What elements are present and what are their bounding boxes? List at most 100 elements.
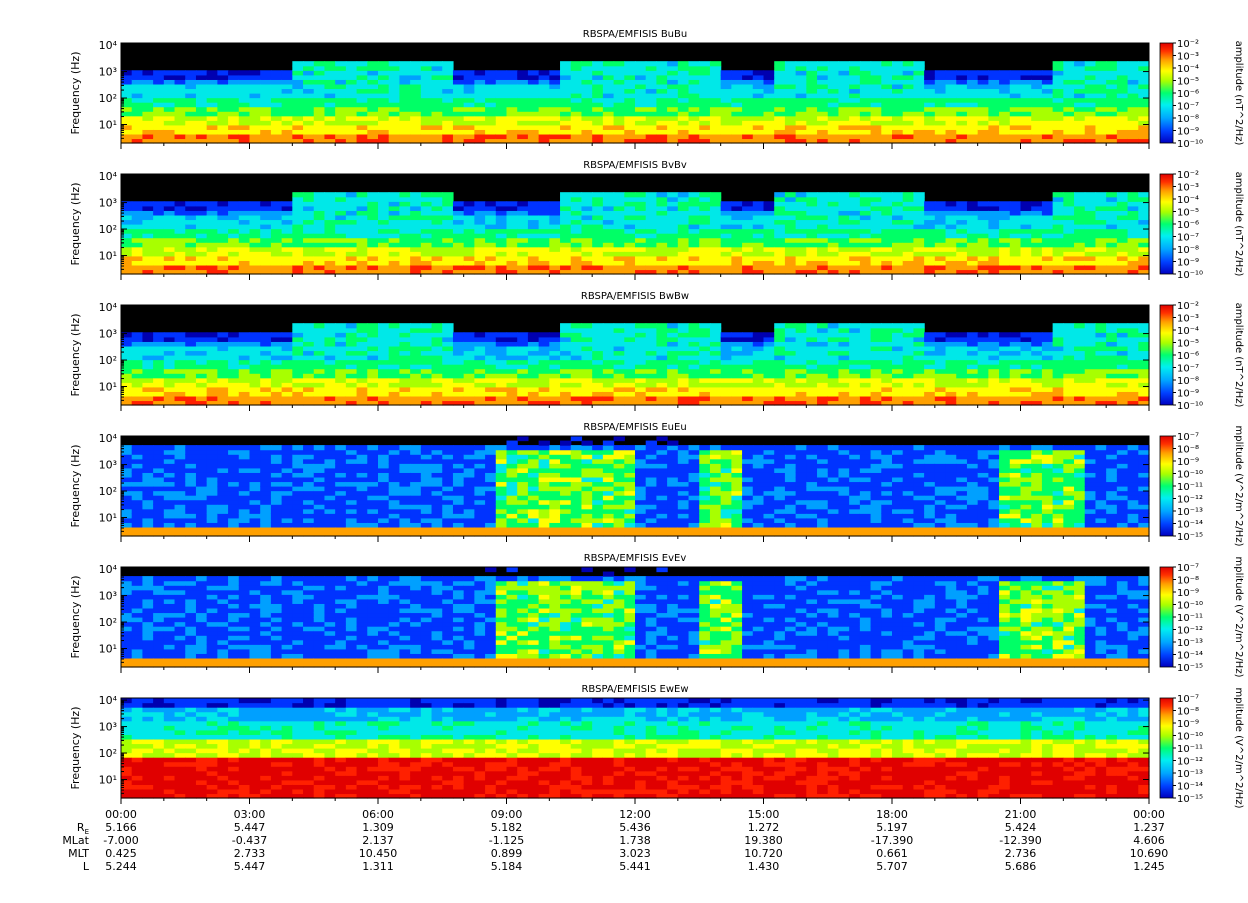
heatmap-cell — [517, 396, 528, 401]
heatmap-cell — [881, 341, 892, 346]
heatmap-cell — [453, 256, 464, 261]
heatmap-cell — [185, 93, 196, 98]
heatmap-cell — [903, 206, 914, 211]
heatmap-cell — [432, 219, 443, 224]
heatmap-cell — [1053, 192, 1064, 197]
heatmap-cell — [464, 256, 475, 261]
heatmap-cell — [753, 247, 764, 252]
heatmap-cell — [464, 355, 475, 360]
heatmap-cell — [164, 247, 175, 252]
heatmap-cell — [485, 125, 496, 130]
heatmap-cell — [282, 70, 293, 75]
heatmap-cell — [689, 206, 700, 211]
heatmap-cell — [303, 242, 314, 247]
heatmap-cell — [656, 229, 667, 234]
heatmap-cell — [485, 247, 496, 252]
heatmap-cell — [335, 111, 346, 116]
heatmap-cell — [1010, 260, 1021, 265]
heatmap-cell — [539, 341, 550, 346]
heatmap-cell — [549, 387, 560, 392]
heatmap-cell — [614, 215, 625, 220]
heatmap-cell — [849, 328, 860, 333]
heatmap-cell — [1117, 66, 1128, 71]
heatmap-cell — [1042, 201, 1053, 206]
heatmap-cell — [1053, 98, 1064, 103]
heatmap-cell — [796, 192, 807, 197]
heatmap-cell — [603, 382, 614, 387]
y-tick-label: 10⁴ — [99, 39, 118, 52]
heatmap-cell — [581, 360, 592, 365]
heatmap-cell — [774, 98, 785, 103]
heatmap-cell — [464, 107, 475, 112]
heatmap-cell — [175, 120, 186, 125]
heatmap-cell — [988, 102, 999, 107]
heatmap-cell — [731, 373, 742, 378]
heatmap-cell — [614, 219, 625, 224]
heatmap-cell — [303, 360, 314, 365]
heatmap-cell — [560, 206, 571, 211]
heatmap-cell — [838, 265, 849, 270]
heatmap-cell — [357, 373, 368, 378]
heatmap-cell — [292, 251, 303, 256]
heatmap-cell — [292, 387, 303, 392]
heatmap-cell — [999, 120, 1010, 125]
heatmap-cell — [432, 224, 443, 229]
heatmap-cell — [581, 256, 592, 261]
heatmap-cell — [667, 233, 678, 238]
heatmap-cell — [560, 84, 571, 89]
heatmap-cell — [913, 197, 924, 202]
heatmap-cell — [367, 107, 378, 112]
heatmap-cell — [367, 346, 378, 351]
heatmap-cell — [442, 70, 453, 75]
heatmap-cell — [153, 256, 164, 261]
heatmap-cell — [303, 125, 314, 130]
heatmap-cell — [410, 364, 421, 369]
heatmap-cell — [581, 396, 592, 401]
heatmap-cell — [250, 79, 261, 84]
heatmap-cell — [528, 210, 539, 215]
heatmap-cell — [1031, 378, 1042, 383]
heatmap-cell — [282, 88, 293, 93]
heatmap-cell — [1021, 265, 1032, 270]
heatmap-cell — [1010, 251, 1021, 256]
heatmap-cell — [699, 378, 710, 383]
heatmap-cell — [175, 360, 186, 365]
heatmap-cell — [614, 332, 625, 337]
heatmap-cell — [849, 84, 860, 89]
heatmap-cell — [581, 332, 592, 337]
heatmap-cell — [721, 247, 732, 252]
heatmap-cell — [496, 260, 507, 265]
heatmap-cell — [806, 206, 817, 211]
heatmap-cell — [678, 364, 689, 369]
heatmap-cell — [838, 125, 849, 130]
heatmap-cell — [399, 391, 410, 396]
heatmap-cell — [849, 219, 860, 224]
heatmap-cell — [539, 125, 550, 130]
heatmap-cell — [175, 75, 186, 80]
heatmap-cell — [1106, 233, 1117, 238]
heatmap-cell — [667, 369, 678, 374]
heatmap-cell — [303, 84, 314, 89]
heatmap-cell — [367, 102, 378, 107]
heatmap-cell — [603, 66, 614, 71]
heatmap-cell — [592, 341, 603, 346]
heatmap-cell — [592, 382, 603, 387]
heatmap-cell — [924, 332, 935, 337]
heatmap-cell — [806, 70, 817, 75]
heatmap-cell — [539, 210, 550, 215]
heatmap-cell — [485, 265, 496, 270]
heatmap-cell — [635, 242, 646, 247]
heatmap-cell — [999, 93, 1010, 98]
heatmap-cell — [774, 88, 785, 93]
heatmap-cell — [507, 93, 518, 98]
heatmap-cell — [528, 247, 539, 252]
heatmap-cell — [742, 341, 753, 346]
heatmap-cell — [260, 219, 271, 224]
heatmap-cell — [239, 364, 250, 369]
heatmap-cell — [571, 75, 582, 80]
heatmap-cell — [282, 337, 293, 342]
heatmap-cell — [667, 206, 678, 211]
heatmap-cell — [346, 265, 357, 270]
heatmap-cell — [421, 120, 432, 125]
heatmap-cell — [335, 387, 346, 392]
